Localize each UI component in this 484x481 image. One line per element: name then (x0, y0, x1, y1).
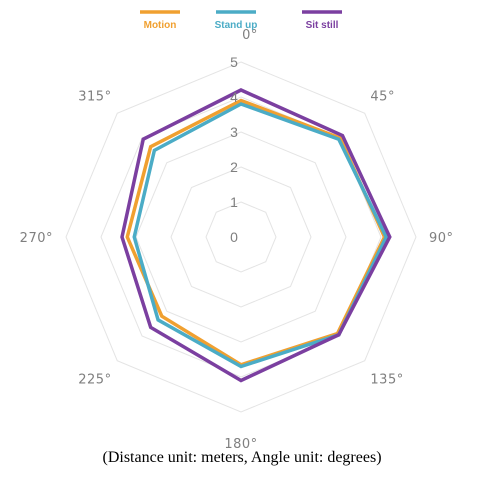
series-line-stand-up (132, 102, 389, 369)
grid-ring-5 (65, 61, 417, 413)
angle-label-135: 135° (370, 372, 403, 387)
radial-tick-labels: 0 1 2 3 4 5 (230, 54, 238, 245)
legend: Motion Stand up Sit still (140, 10, 342, 31)
chart-caption: (Distance unit: meters, Angle unit: degr… (102, 449, 382, 466)
radial-tick-4: 4 (230, 89, 238, 105)
angle-label-225: 225° (78, 372, 111, 387)
radar-grid (65, 61, 417, 413)
angle-label-90: 90° (429, 231, 454, 246)
radial-tick-1: 1 (230, 194, 238, 210)
angle-label-45: 45° (370, 90, 395, 105)
radar-chart: 0 1 2 3 4 5 0° 45° 90° 135° 180° 225° 270° 315° Moti… (20, 10, 454, 450)
angle-labels: 0° 45° 90° 135° 180° 225° 270° 315° (20, 28, 454, 450)
radial-tick-2: 2 (230, 159, 238, 175)
grid-ring-3 (135, 131, 347, 343)
radar-series (120, 88, 392, 383)
radial-tick-0: 0 (230, 229, 238, 245)
legend-label-motion: Motion (144, 20, 177, 31)
grid-ring-1 (205, 201, 277, 273)
series-line-sit-still (120, 88, 392, 383)
legend-label-stand-up: Stand up (215, 20, 258, 31)
radial-tick-5: 5 (230, 54, 238, 70)
angle-label-180: 180° (224, 437, 257, 450)
grid-ring-2 (170, 166, 312, 308)
angle-label-0: 0° (242, 28, 258, 43)
angle-label-315: 315° (78, 90, 111, 105)
radial-tick-3: 3 (230, 124, 238, 140)
angle-label-270: 270° (20, 231, 53, 246)
legend-label-sit-still: Sit still (306, 20, 339, 31)
